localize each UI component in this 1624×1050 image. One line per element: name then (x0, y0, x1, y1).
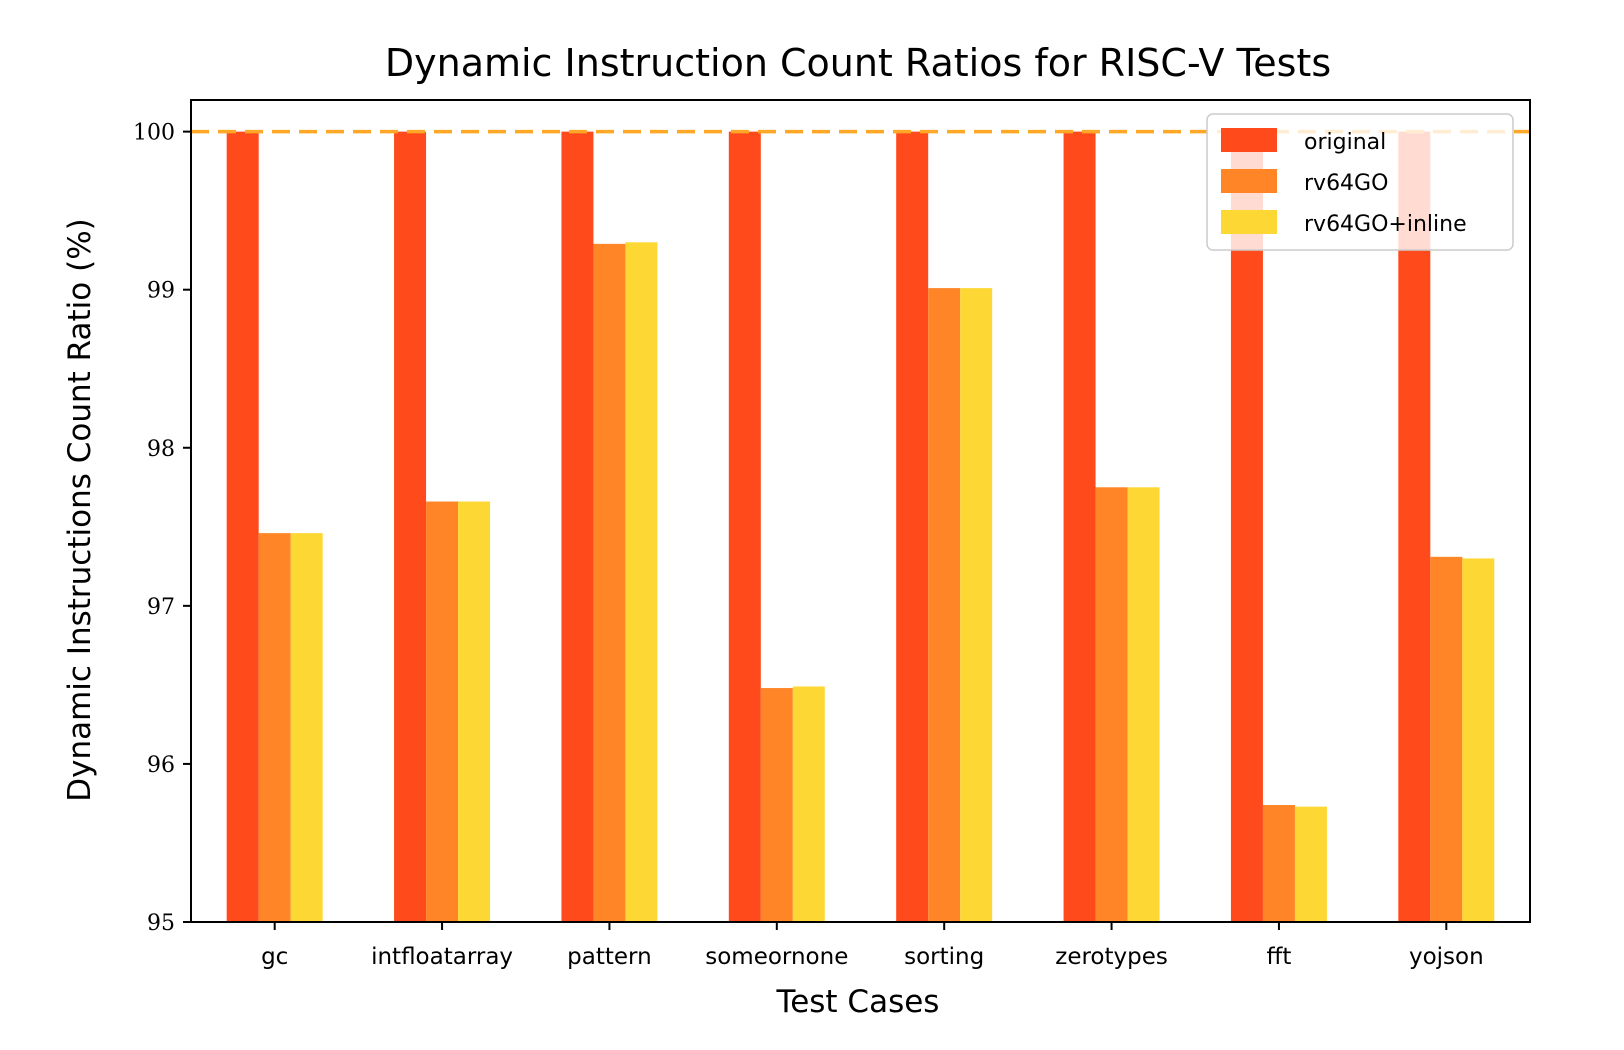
bar-rv64GO-yojson (1430, 556, 1463, 922)
bar-rv64GO-intfloatarray (426, 501, 459, 922)
y-axis: 95 96 97 98 99 100 (133, 121, 191, 936)
bar-rv64GO+inline-sorting (960, 288, 993, 922)
y-tick-label: 97 (147, 595, 175, 620)
bar-original-yojson (1398, 131, 1431, 923)
bar-rv64GO-sorting (928, 288, 961, 922)
bar-original-intfloatarray (394, 131, 427, 923)
x-tick-label-intfloatarray: intfloatarray (371, 944, 513, 970)
x-axis: gc intfloatarray pattern someornone sorting z… (261, 922, 1484, 970)
y-tick-label: 99 (147, 279, 175, 304)
bar-rv64GO-someornone (760, 688, 793, 922)
legend: original rv64GO rv64GO+inline (1206, 113, 1514, 251)
x-tick-label-fft: fft (1267, 944, 1292, 970)
y-tick-label: 95 (147, 911, 175, 936)
legend-box (1206, 113, 1514, 251)
bar-original-sorting (896, 131, 929, 923)
bar-original-gc (226, 131, 259, 923)
bar-rv64GO+inline-pattern (625, 242, 658, 922)
x-tick-label-zerotypes: zerotypes (1055, 944, 1168, 970)
bar-rv64GO+inline-someornone (792, 686, 825, 922)
bar-rv64GO-zerotypes (1095, 487, 1128, 922)
legend-label-rv64GO+inline: rv64GO+inline (1304, 212, 1467, 237)
legend-label-rv64GO: rv64GO (1304, 171, 1388, 196)
bar-rv64GO-pattern (593, 243, 626, 923)
bar-rv64GO+inline-gc (290, 533, 323, 922)
x-tick-label-gc: gc (261, 944, 288, 970)
legend-swatch-rv64GO (1221, 169, 1277, 193)
bar-original-zerotypes (1063, 131, 1096, 923)
x-tick-label-sorting: sorting (904, 944, 984, 970)
legend-swatch-rv64GO+inline (1221, 210, 1277, 234)
bar-rv64GO-fft (1262, 805, 1295, 922)
bar-rv64GO+inline-fft (1294, 806, 1327, 922)
bar-rv64GO+inline-zerotypes (1127, 487, 1160, 922)
x-axis-label: Test Cases (776, 984, 940, 1020)
bar-rv64GO-gc (258, 533, 291, 922)
bar-rv64GO+inline-intfloatarray (458, 501, 491, 922)
y-tick-label: 98 (147, 437, 175, 462)
y-axis-label: Dynamic Instructions Count Ratio (%) (62, 218, 98, 802)
y-tick-label: 96 (147, 753, 175, 778)
x-tick-label-yojson: yojson (1409, 944, 1484, 970)
bar-original-pattern (561, 131, 594, 923)
plot-area-frame (190, 99, 1531, 923)
bar-original-someornone (728, 131, 761, 923)
x-tick-label-someornone: someornone (705, 944, 848, 970)
legend-label-original: original (1304, 130, 1386, 155)
legend-swatch-original (1221, 128, 1277, 152)
bar-original-fft (1230, 131, 1263, 923)
chart-title: Dynamic Instruction Count Ratios for RIS… (385, 41, 1331, 85)
y-tick-label: 100 (133, 121, 175, 146)
bars-group (226, 131, 1495, 923)
bar-rv64GO+inline-yojson (1462, 558, 1495, 922)
x-tick-label-pattern: pattern (567, 944, 652, 970)
